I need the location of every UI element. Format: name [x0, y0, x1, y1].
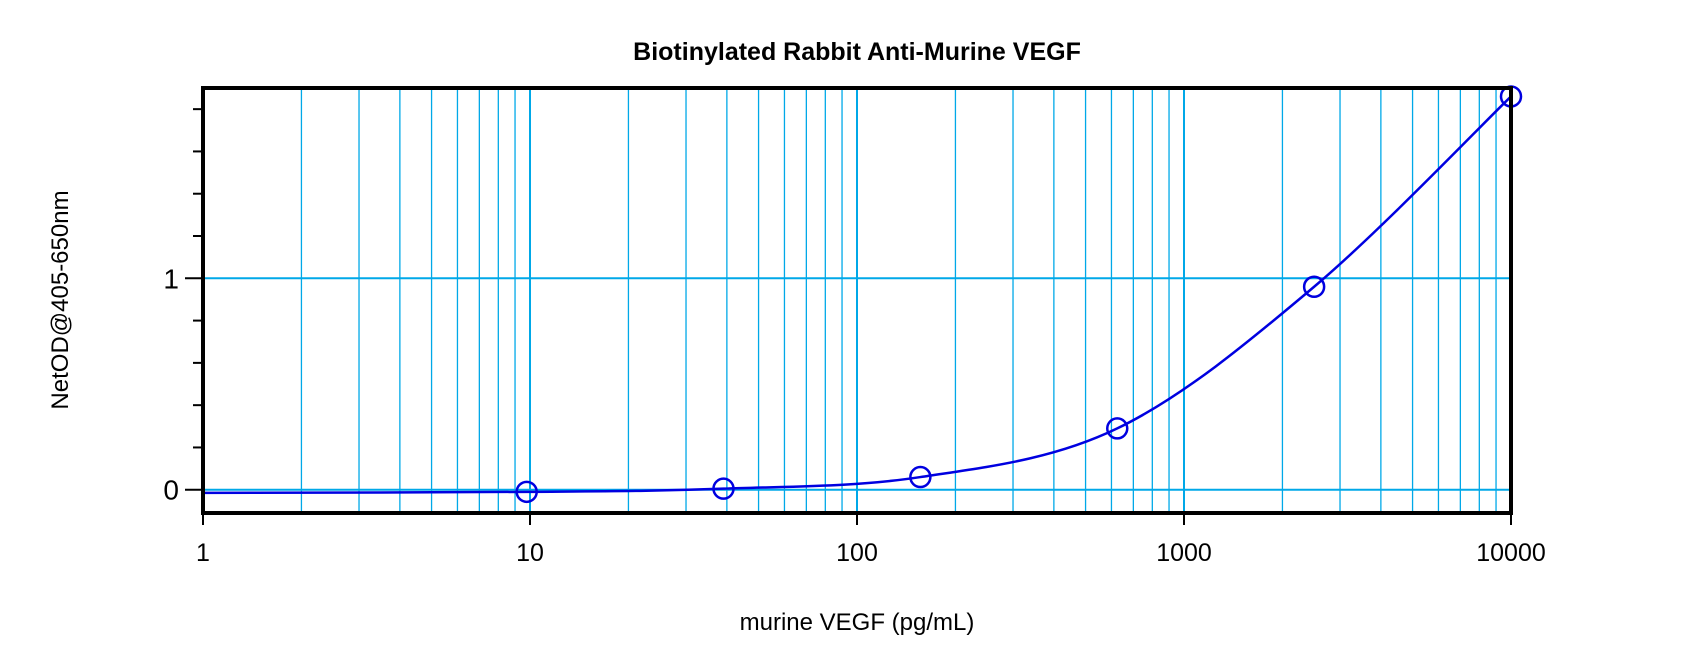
x-tick-label: 100 — [836, 539, 878, 567]
y-tick-label: 0 — [163, 475, 179, 506]
x-tick-label: 1000 — [1156, 539, 1212, 567]
data-point — [712, 477, 735, 500]
fit-curve — [202, 95, 1512, 495]
data-point — [515, 480, 538, 504]
data-point — [1302, 275, 1326, 299]
x-tick-label: 1 — [196, 539, 210, 567]
x-tick-label: 10 — [516, 539, 544, 567]
grid — [203, 88, 1511, 513]
fit-curve-group — [202, 95, 1512, 495]
data-point — [909, 465, 932, 489]
y-axis-label: NetOD@405-650nm — [47, 190, 74, 409]
y-tick-label: 1 — [163, 263, 179, 294]
x-axis-label: murine VEGF (pg/mL) — [740, 609, 975, 636]
y-axis: 01 — [163, 108, 203, 506]
x-axis: 1 10 100 1000 10000 — [196, 513, 1546, 567]
chart-title: Biotinylated Rabbit Anti-Murine VEGF — [633, 38, 1081, 66]
x-tick-label: 10000 — [1476, 539, 1546, 567]
data-point — [1106, 417, 1129, 440]
data-points — [515, 85, 1523, 504]
